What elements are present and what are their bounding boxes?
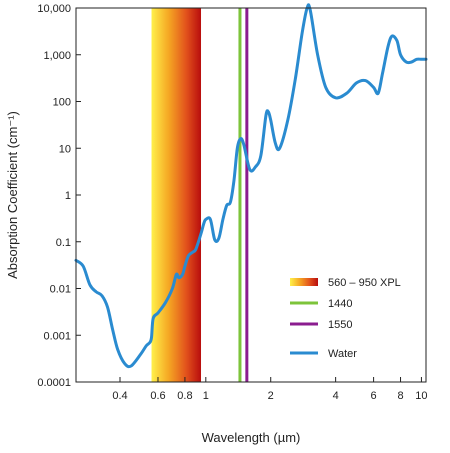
y-axis-title: Absorption Coefficient (cm⁻¹) <box>5 111 20 279</box>
x-tick-label: 0.4 <box>112 390 127 402</box>
x-tick-label: 4 <box>333 390 339 402</box>
x-axis-title: Wavelength (µm) <box>202 430 301 445</box>
y-tick-label: 0.001 <box>43 330 71 342</box>
series-layer <box>74 3 428 369</box>
series-line-water <box>74 3 428 369</box>
y-tick-label: 0.0001 <box>37 377 71 389</box>
legend-label-1440: 1440 <box>328 298 352 310</box>
x-tick-label: 1 <box>203 390 209 402</box>
x-tick-label: 10 <box>415 390 427 402</box>
legend-swatch-band <box>290 278 318 286</box>
y-tick-label: 0.1 <box>56 237 71 249</box>
y-tick-label: 1,000 <box>43 50 71 62</box>
x-axis: 0.4 0.6 0.8 1 2 4 6 8 10 <box>112 377 428 402</box>
plot-frame <box>75 7 427 383</box>
y-tick-label: 0.01 <box>50 284 71 296</box>
x-tick-label: 0.8 <box>177 390 192 402</box>
legend-label-band: 560 – 950 XPL <box>328 277 401 289</box>
y-axis: 0.0001 0.001 0.01 0.1 1 10 100 1,000 10,000 <box>37 3 81 389</box>
x-tick-label: 8 <box>397 390 403 402</box>
x-tick-label: 0.6 <box>150 390 165 402</box>
y-tick-label: 1 <box>65 190 71 202</box>
vline-layer <box>238 8 249 382</box>
legend: 560 – 950 XPL 1440 1550 Water <box>290 277 401 360</box>
y-tick-label: 10,000 <box>37 3 71 15</box>
legend-label-1550: 1550 <box>328 319 352 331</box>
y-tick-label: 10 <box>59 143 71 155</box>
band-layer <box>151 8 202 382</box>
xpl-band <box>151 8 202 382</box>
legend-label-water: Water <box>328 348 357 360</box>
x-tick-label: 2 <box>268 390 274 402</box>
x-tick-label: 6 <box>371 390 377 402</box>
y-tick-label: 100 <box>53 97 71 109</box>
